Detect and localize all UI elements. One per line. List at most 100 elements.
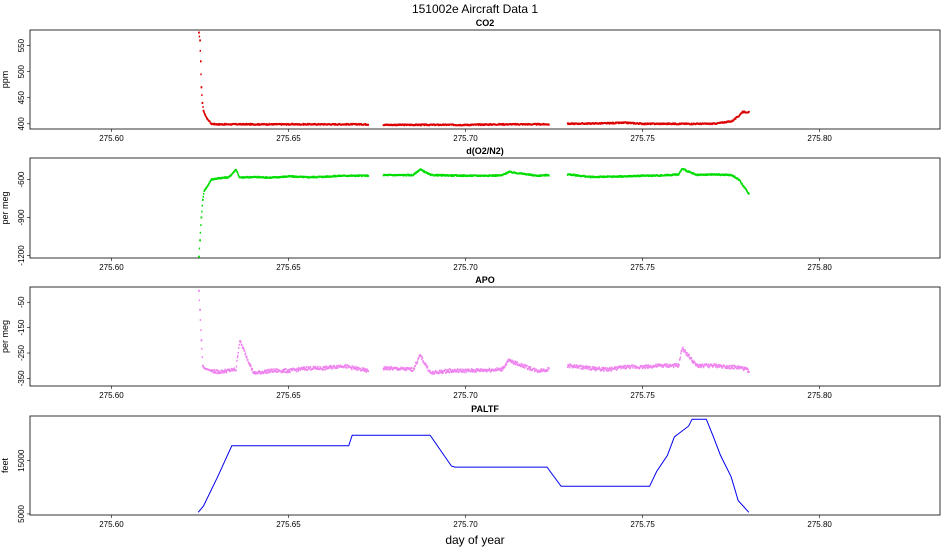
data-point <box>198 289 200 292</box>
data-point <box>727 365 729 368</box>
series-line <box>197 418 750 513</box>
data-point <box>679 358 681 361</box>
figure-title: 151002e Aircraft Data 1 <box>412 2 538 16</box>
data-point <box>523 364 525 367</box>
data-point <box>268 369 270 372</box>
data-point <box>388 368 390 371</box>
data-point <box>437 371 439 374</box>
data-point <box>199 239 201 242</box>
data-point <box>441 370 443 373</box>
data-point <box>589 176 592 179</box>
data-point <box>307 366 309 368</box>
data-point <box>505 363 508 366</box>
data-point <box>326 366 328 368</box>
data-point <box>235 369 237 372</box>
data-point <box>233 367 235 370</box>
data-point <box>402 367 404 369</box>
data-point <box>202 195 204 198</box>
data-point <box>542 368 545 371</box>
data-point <box>575 174 578 176</box>
data-point <box>522 366 524 369</box>
data-point <box>608 369 610 372</box>
series-points <box>198 167 750 258</box>
data-point <box>263 370 265 373</box>
data-point <box>291 175 294 177</box>
data-point <box>364 122 366 125</box>
data-point <box>398 368 401 371</box>
data-point <box>581 366 584 369</box>
data-point <box>629 367 631 370</box>
data-point <box>362 369 365 371</box>
data-point <box>540 368 542 370</box>
data-point <box>356 369 359 372</box>
data-point <box>628 366 630 368</box>
data-point <box>455 369 457 372</box>
data-point <box>202 106 204 108</box>
data-point <box>399 368 401 371</box>
data-point <box>519 363 521 366</box>
data-point <box>522 363 524 366</box>
data-point <box>740 367 743 369</box>
data-point <box>274 368 277 371</box>
data-point <box>335 367 338 369</box>
data-point <box>682 348 684 350</box>
data-point <box>237 355 239 357</box>
data-point <box>450 369 452 371</box>
data-point <box>240 341 242 344</box>
data-point <box>245 122 248 125</box>
data-point <box>365 174 368 177</box>
data-point <box>220 371 223 374</box>
data-point <box>602 368 604 371</box>
data-point <box>383 368 385 371</box>
data-point <box>250 364 252 367</box>
data-point <box>269 370 271 373</box>
data-point <box>225 371 228 374</box>
data-point <box>663 364 666 367</box>
data-point <box>629 366 632 369</box>
data-point <box>423 170 426 172</box>
data-point <box>712 364 715 367</box>
data-point <box>496 367 498 369</box>
data-point <box>445 371 447 374</box>
data-point <box>514 363 517 366</box>
data-point <box>692 362 694 364</box>
data-point <box>652 366 654 368</box>
data-point <box>288 371 290 373</box>
data-point <box>283 370 285 372</box>
data-point <box>744 366 746 369</box>
y-tick-label: -1200 <box>17 245 26 266</box>
x-tick-label: 275.75 <box>630 134 655 143</box>
data-point <box>598 367 600 370</box>
data-point <box>224 371 227 373</box>
data-point <box>308 367 310 370</box>
data-point <box>533 367 535 370</box>
data-point <box>328 367 330 370</box>
data-point <box>212 369 214 372</box>
data-point <box>241 344 243 346</box>
data-point <box>693 360 696 363</box>
data-point <box>232 369 234 372</box>
data-point <box>230 173 233 176</box>
data-point <box>575 366 577 369</box>
data-point <box>611 122 613 125</box>
data-point <box>239 340 242 342</box>
data-point <box>204 113 206 116</box>
data-point <box>299 369 301 371</box>
data-point <box>499 367 501 370</box>
data-point <box>359 367 361 370</box>
data-point <box>435 370 437 373</box>
data-point <box>548 174 550 177</box>
data-point <box>412 174 415 176</box>
data-point <box>500 367 502 370</box>
data-point <box>658 363 660 366</box>
data-point <box>618 122 620 125</box>
y-tick-label: 15000 <box>17 449 26 472</box>
data-point <box>390 366 392 369</box>
data-point <box>715 366 717 368</box>
data-point <box>291 369 294 372</box>
data-point <box>432 371 434 373</box>
data-point <box>633 365 636 368</box>
data-point <box>217 370 220 373</box>
data-point <box>235 365 238 368</box>
data-point <box>589 368 591 371</box>
